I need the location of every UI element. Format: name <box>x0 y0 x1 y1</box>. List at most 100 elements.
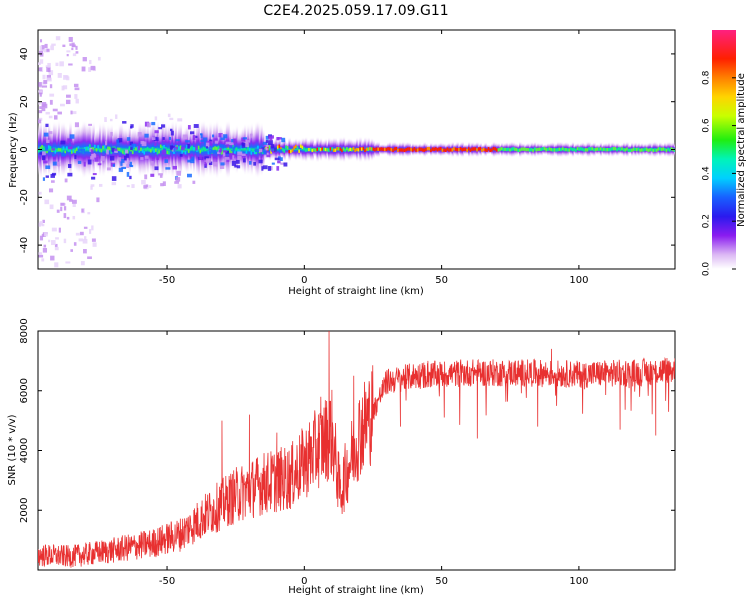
spectrogram-speckle <box>277 160 281 164</box>
spectrogram-core-cell <box>334 148 337 152</box>
spectrogram-core-cell <box>324 147 327 152</box>
spectrogram-speckle <box>130 124 134 128</box>
spectrogram-speckle <box>44 199 50 205</box>
spectrogram-speckle <box>208 148 213 154</box>
spectrogram-speckle <box>54 246 59 251</box>
spectrogram-y-ticks: -40 -20 0 20 40 <box>19 48 675 253</box>
spectrogram-speckle <box>137 145 141 151</box>
spectrogram-speckle <box>269 138 273 141</box>
spectrogram-core-cell <box>482 147 486 152</box>
colorbar-tick-label: 0.2 <box>702 214 712 228</box>
spectrogram-core-cell <box>459 147 462 151</box>
spectrogram-speckle <box>38 191 42 195</box>
spectrogram-core-cell <box>56 148 59 153</box>
spectrogram-speckle <box>143 185 147 189</box>
spectrogram-core-cell <box>665 148 668 153</box>
spectrogram-core-cell <box>151 147 154 151</box>
spectrogram-core-cell <box>486 148 489 152</box>
spectrogram-speckle <box>87 256 92 260</box>
spectrogram-speckle <box>83 161 86 167</box>
spectrogram-core-cell <box>372 147 375 151</box>
spectrogram-core-cell <box>187 149 191 153</box>
spectrogram-core-cell <box>533 147 537 151</box>
spectrogram-speckle <box>131 184 135 189</box>
spectrogram-core-cell <box>621 147 624 151</box>
spectrogram-speckle <box>39 52 44 57</box>
spectrogram-core-cell <box>471 147 474 151</box>
colorbar: 0.0 0.2 0.4 0.6 0.8 Normalized spectral ampl… <box>702 30 747 277</box>
spectrogram-speckle <box>192 180 196 184</box>
spectrogram-speckle <box>111 176 117 181</box>
spectrogram-core-cell <box>627 148 630 153</box>
spectrogram-speckle <box>125 153 129 158</box>
spectrogram-speckle <box>72 44 76 48</box>
spectrogram-core-cell <box>551 148 555 152</box>
spectrogram-core-cell <box>439 147 443 151</box>
spectrogram-core-cell <box>202 146 205 150</box>
spectrogram-core-cell <box>367 147 370 151</box>
spectrogram-speckle <box>187 125 191 130</box>
spectrogram-speckle <box>241 153 246 156</box>
spectrogram-ridge-cell <box>301 137 304 162</box>
spectrogram-speckle <box>77 160 82 164</box>
spectrogram-core-cell <box>428 147 431 151</box>
spectrogram-core-cell <box>556 148 560 152</box>
x-tick-label: 0 <box>301 576 307 587</box>
spectrogram-speckle <box>92 173 97 176</box>
spectrogram-speckle <box>47 62 51 68</box>
spectrogram-speckle <box>158 173 163 176</box>
spectrogram-core-cell <box>247 145 250 149</box>
spectrogram-speckle <box>274 147 277 152</box>
spectrogram-core-cell <box>606 148 609 152</box>
spectrogram-speckle <box>189 131 195 135</box>
spectrogram-ridge-cell <box>250 122 253 177</box>
colorbar-tick-label: 0.0 <box>702 262 712 277</box>
spectrogram-core-cell <box>634 147 637 151</box>
spectrogram-ridge-cell <box>102 121 105 178</box>
spectrogram-core-cell <box>341 148 344 153</box>
spectrogram-core-cell <box>652 148 655 153</box>
spectrogram-core-cell <box>135 147 138 151</box>
spectrogram-speckle <box>111 181 117 186</box>
spectrogram-speckle <box>214 138 218 143</box>
spectrogram-core-cell <box>102 145 105 150</box>
spectrogram-core-cell <box>257 145 260 149</box>
spectrogram-core-cell <box>349 147 352 151</box>
spectrogram-core-cell <box>530 147 533 152</box>
spectrogram-core-cell <box>286 146 289 150</box>
y-tick-label: 8000 <box>19 318 30 343</box>
spectrogram-ridge-cell <box>64 124 67 175</box>
spectrogram-core-cell <box>77 146 80 150</box>
spectrogram-core-cell <box>519 148 522 152</box>
spectrogram-heatmap <box>38 36 675 268</box>
spectrogram-speckle <box>193 124 199 128</box>
spectrogram-core-cell <box>403 148 406 153</box>
colorbar-tick-label: 0.4 <box>702 166 712 181</box>
spectrogram-core-cell <box>502 147 505 152</box>
spectrogram-core-cell <box>456 148 459 152</box>
spectrogram-core-cell <box>563 147 566 152</box>
spectrogram-speckle <box>175 139 180 142</box>
spectrogram-core-cell <box>446 147 449 151</box>
spectrogram-speckle <box>214 140 219 144</box>
spectrogram-core-cell <box>95 148 98 152</box>
spectrogram-core-cell <box>466 148 469 153</box>
spectrogram-speckle <box>169 117 174 121</box>
spectrogram-speckle <box>104 141 108 146</box>
spectrogram-speckle <box>69 134 75 139</box>
spectrogram-core-cell <box>306 148 309 152</box>
spectrogram-speckle <box>70 110 73 115</box>
spectrogram-core-cell <box>639 148 642 153</box>
spectrogram-speckle <box>274 157 280 161</box>
spectrogram-speckle <box>55 237 59 240</box>
spectrogram-ridge-cell <box>191 130 194 169</box>
spectrogram-core-cell <box>163 144 166 149</box>
spectrogram-speckle <box>111 147 115 152</box>
y-tick-label: -20 <box>19 189 30 205</box>
spectrogram-core-cell <box>337 147 341 151</box>
spectrogram-core-cell <box>217 145 220 150</box>
spectrogram-ridge-cell <box>227 119 230 180</box>
spectrogram-core-cell <box>370 147 373 151</box>
spectrogram-core-cell <box>145 148 148 152</box>
spectrogram-speckle <box>91 225 94 231</box>
